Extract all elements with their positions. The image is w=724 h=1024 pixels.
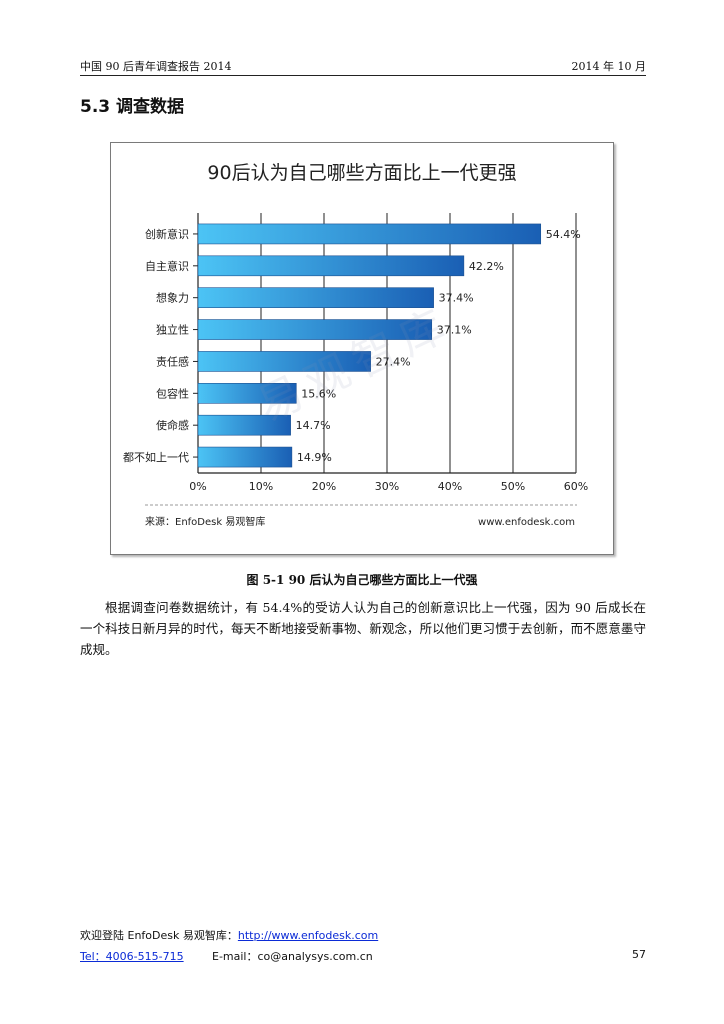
category-label: 包容性 [156, 386, 189, 400]
header-date: 2014 年 10 月 [571, 60, 646, 73]
category-label: 想象力 [156, 291, 189, 305]
footer-tel-link[interactable]: Tel：4006-515-715 [80, 950, 184, 963]
chart-title: 90后认为自己哪些方面比上一代更强 [207, 162, 516, 184]
page-number: 57 [632, 948, 646, 961]
value-label: 14.7% [296, 419, 331, 432]
chart-source: 来源：EnfoDesk 易观智库 [145, 515, 265, 528]
value-label: 54.4% [546, 228, 581, 241]
value-label: 14.9% [297, 451, 332, 464]
body-paragraph: 根据调查问卷数据统计，有 54.4%的受访人认为自己的创新意识比上一代强，因为 … [80, 600, 646, 657]
category-label: 都不如上一代 [123, 450, 189, 464]
footer-welcome-line: 欢迎登陆 EnfoDesk 易观智库：http://www.enfodesk.c… [80, 927, 378, 943]
value-label: 27.4% [376, 355, 411, 368]
figure-caption: 图 5-1 90 后认为自己哪些方面比上一代强 [246, 573, 478, 587]
value-label: 42.2% [469, 260, 504, 273]
footer-welcome: 欢迎登陆 EnfoDesk 易观智库： [80, 929, 238, 942]
value-label: 15.6% [301, 387, 336, 400]
category-label: 独立性 [156, 323, 189, 337]
bar [197, 446, 293, 468]
footer-contact-line: Tel：4006-515-715 E-mail：co@analysys.com.… [80, 948, 646, 963]
category-label: 创新意识 [145, 227, 189, 241]
bar [197, 319, 433, 340]
bar-chart: 90后认为自己哪些方面比上一代更强 0% 10% 20% 30% 40% 50% 60% 创新… [123, 162, 588, 528]
header-report-title: 中国 90 后青年调查报告 2014 [80, 60, 232, 73]
value-label: 37.4% [439, 292, 474, 305]
value-label: 37.1% [437, 324, 472, 337]
page-header: 中国 90 后青年调查报告 2014 2014 年 10 月 [80, 57, 646, 76]
footer-email: E-mail：co@analysys.com.cn [212, 950, 373, 963]
x-tick-label: 10% [249, 480, 273, 493]
x-tick-label: 60% [564, 480, 588, 493]
category-label: 责任感 [156, 355, 189, 368]
bar [197, 351, 371, 372]
bar [197, 414, 291, 436]
section-title: 5.3 调查数据 [80, 97, 185, 117]
chart-site: www.enfodesk.com [478, 517, 575, 528]
bar [197, 383, 297, 404]
x-tick-label: 50% [501, 480, 525, 493]
category-label: 自主意识 [145, 259, 189, 273]
bar [197, 223, 542, 245]
category-label: 使命感 [156, 418, 189, 432]
x-tick-label: 30% [375, 480, 399, 493]
footer-url-link[interactable]: http://www.enfodesk.com [237, 929, 379, 942]
x-tick-label: 0% [189, 480, 206, 493]
x-tick-label: 40% [438, 480, 462, 493]
bar [197, 255, 465, 277]
x-tick-label: 20% [312, 480, 336, 493]
bar [197, 287, 434, 308]
bar-chart-figure: 90后认为自己哪些方面比上一代更强 0% 10% 20% 30% 40% 50% 60% 创新… [110, 142, 614, 555]
